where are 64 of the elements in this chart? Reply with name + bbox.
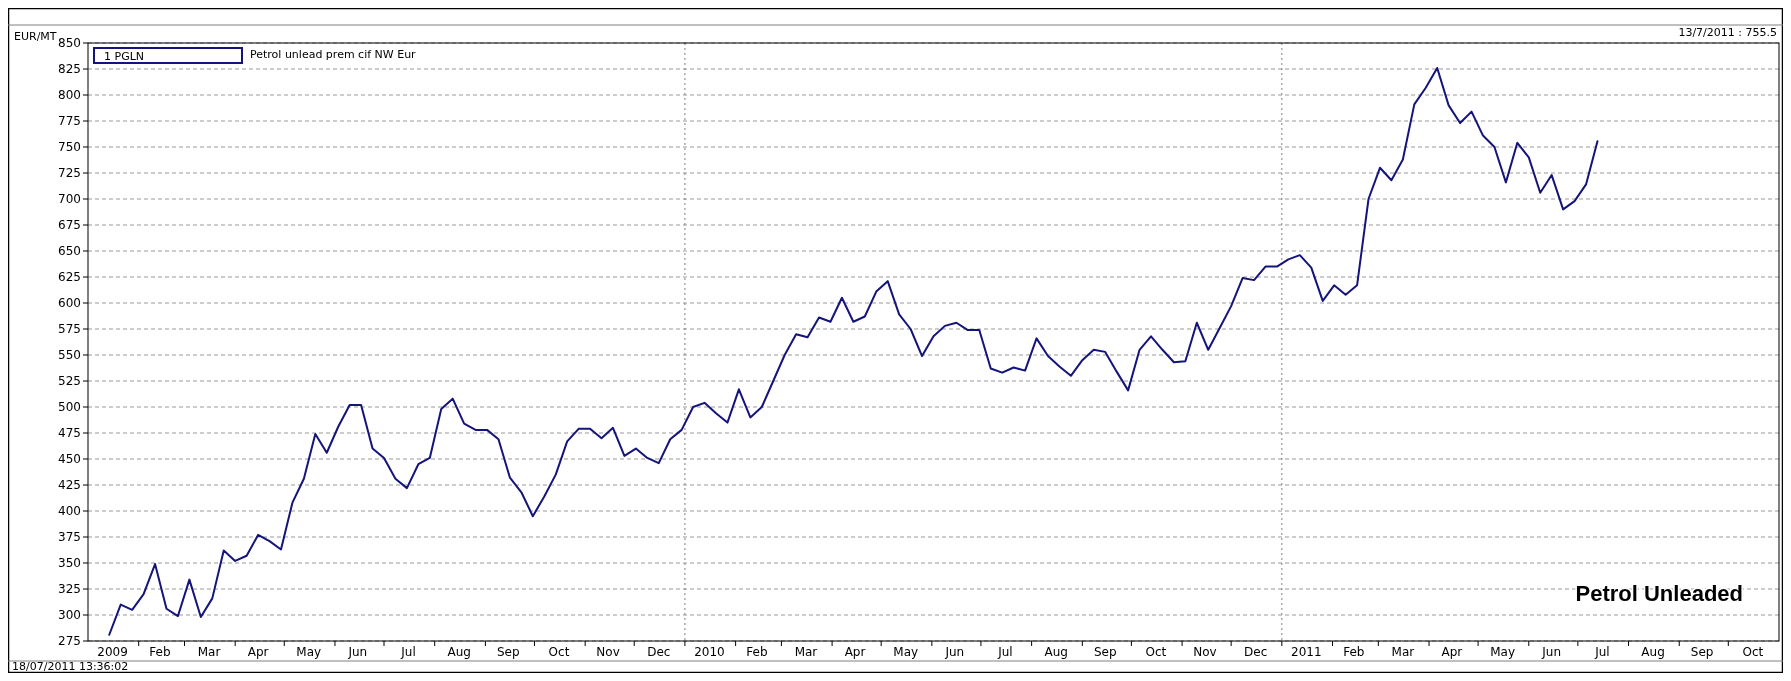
- x-tick-label: Mar: [1391, 645, 1415, 659]
- x-tick-label: Apr: [844, 645, 866, 659]
- x-tick-label: 2011: [1291, 645, 1322, 659]
- annotation: Petrol Unleaded: [1575, 581, 1743, 606]
- y-tick-label: 650: [58, 244, 81, 259]
- y-tick-label: 300: [58, 608, 81, 623]
- x-tick-label: Sep: [496, 645, 520, 659]
- y-tick-label: 575: [58, 322, 81, 337]
- y-tick-label: 350: [58, 556, 81, 571]
- x-tick-label: Aug: [1641, 645, 1665, 659]
- x-tick-label: Nov: [596, 645, 620, 659]
- y-tick-label: 800: [58, 88, 81, 103]
- x-tick-label: Aug: [447, 645, 471, 659]
- x-tick-label: Jun: [944, 645, 965, 659]
- annotation: Petrol unlead prem cif NW Eur: [250, 48, 417, 61]
- x-tick-label: May: [1490, 645, 1516, 659]
- y-tick-label: 550: [58, 348, 81, 363]
- x-tick-label: Oct: [1742, 645, 1764, 659]
- x-tick-label: Feb: [149, 645, 171, 659]
- x-tick-label: Sep: [1093, 645, 1117, 659]
- y-tick-label: 400: [58, 504, 81, 519]
- y-tick-label: 750: [58, 140, 81, 155]
- x-tick-label: Jul: [400, 645, 416, 659]
- y-axis-title: EUR/MT: [14, 30, 57, 43]
- x-tick-label: Sep: [1690, 645, 1714, 659]
- text: 18/07/2011 13:36:02: [12, 660, 129, 673]
- text: 13/7/2011 : 755.5: [1678, 26, 1777, 39]
- x-tick-label: 2009: [97, 645, 128, 659]
- y-tick-label: 625: [58, 270, 81, 285]
- x-tick-label: Oct: [548, 645, 570, 659]
- x-tick-label: Apr: [1441, 645, 1463, 659]
- y-tick-label: 450: [58, 452, 81, 467]
- x-tick-label: Nov: [1193, 645, 1217, 659]
- x-tick-label: Feb: [746, 645, 768, 659]
- y-tick-label: 275: [58, 634, 81, 649]
- x-tick-label: May: [296, 645, 322, 659]
- x-tick-label: Jun: [1541, 645, 1562, 659]
- y-tick-label: 475: [58, 426, 81, 441]
- x-tick-label: Mar: [197, 645, 221, 659]
- y-tick-label: 325: [58, 582, 81, 597]
- x-tick-label: Mar: [794, 645, 818, 659]
- text: 1 PGLN: [104, 50, 145, 63]
- y-tick-label: 675: [58, 218, 81, 233]
- x-tick-label: 2010: [694, 645, 725, 659]
- y-tick-label: 825: [58, 62, 81, 77]
- x-tick-label: Jul: [997, 645, 1013, 659]
- x-tick-label: Dec: [647, 645, 671, 659]
- x-tick-label: Apr: [247, 645, 269, 659]
- x-tick-label: Feb: [1343, 645, 1365, 659]
- x-tick-label: Dec: [1244, 645, 1268, 659]
- x-tick-label: Aug: [1044, 645, 1068, 659]
- x-tick-label: Jul: [1594, 645, 1610, 659]
- x-tick-label: Oct: [1145, 645, 1167, 659]
- y-tick-label: 500: [58, 400, 81, 415]
- y-tick-label: 700: [58, 192, 81, 207]
- y-tick-label: 850: [58, 36, 81, 51]
- y-tick-label: 600: [58, 296, 81, 311]
- y-tick-label: 525: [58, 374, 81, 389]
- y-tick-label: 725: [58, 166, 81, 181]
- y-tick-label: 375: [58, 530, 81, 545]
- x-tick-label: May: [893, 645, 919, 659]
- x-tick-label: Jun: [347, 645, 368, 659]
- y-tick-label: 425: [58, 478, 81, 493]
- y-tick-label: 775: [58, 114, 81, 129]
